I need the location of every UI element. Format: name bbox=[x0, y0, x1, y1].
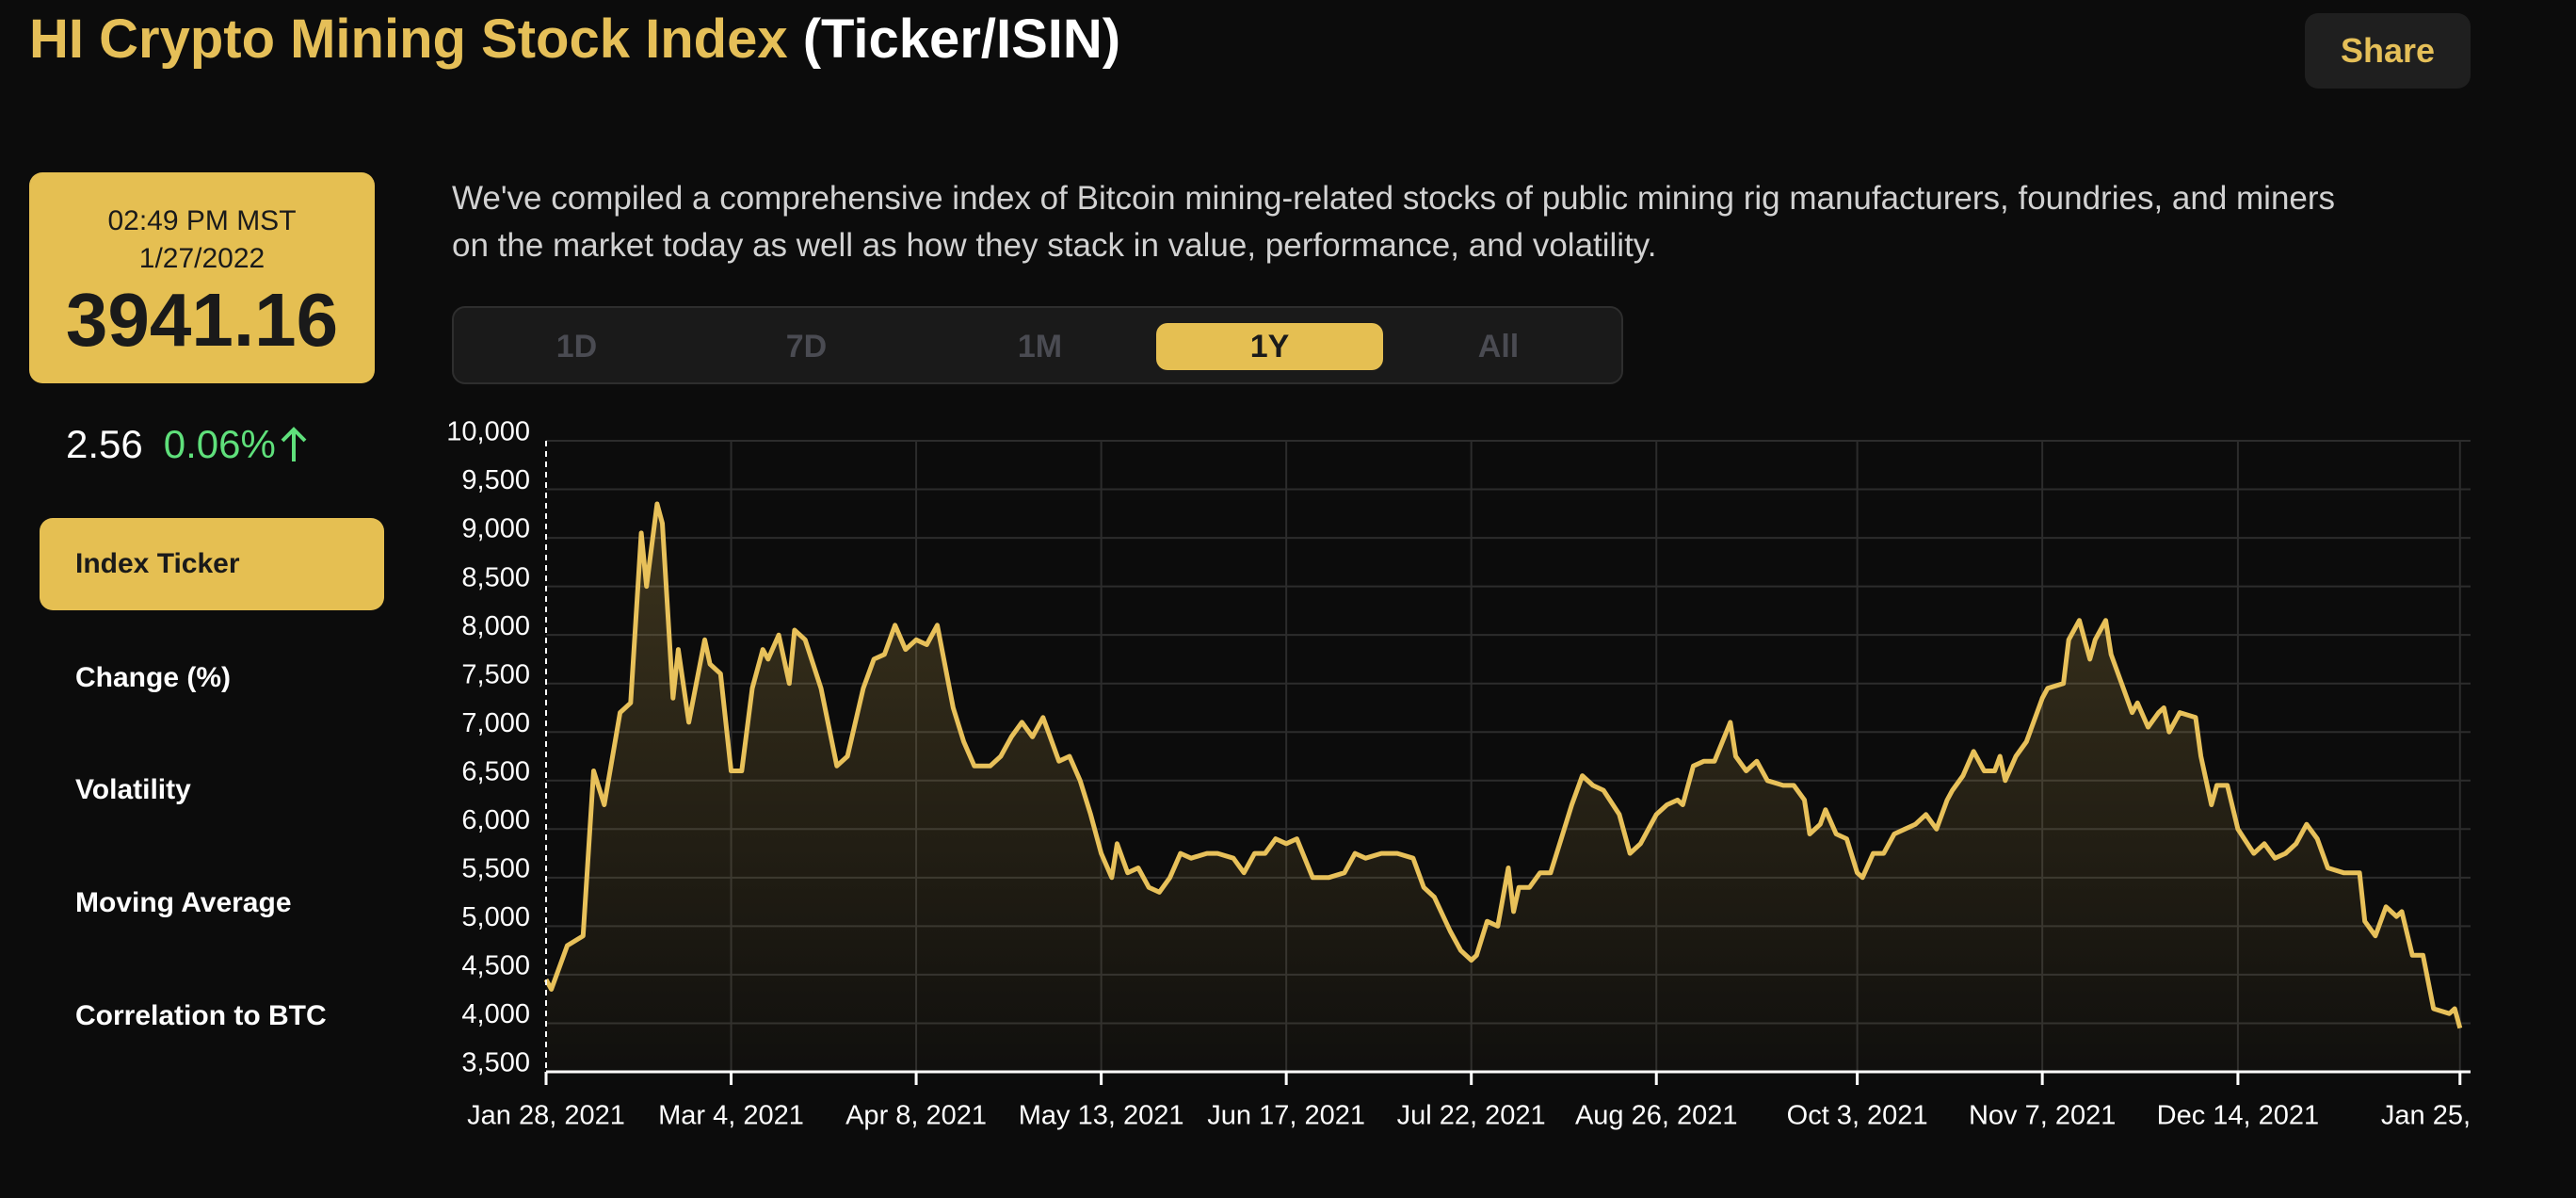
x-tick-label: Jul 22, 2021 bbox=[1397, 1101, 1546, 1131]
menu-item[interactable]: Volatility bbox=[75, 774, 191, 805]
x-tick-label: Jan 28, 2021 bbox=[467, 1101, 625, 1131]
menu-item[interactable]: Index Ticker bbox=[40, 518, 384, 610]
y-tick-label: 8,000 bbox=[461, 611, 530, 641]
description-line: We've compiled a comprehensive index of … bbox=[452, 180, 2336, 217]
y-tick-label: 4,000 bbox=[461, 999, 530, 1029]
y-tick-label: 6,500 bbox=[461, 756, 530, 786]
card-value: 3941.16 bbox=[65, 278, 339, 362]
up-arrow bbox=[281, 427, 307, 461]
y-tick-label: 9,500 bbox=[461, 465, 530, 495]
y-tick-label: 4,500 bbox=[461, 951, 530, 981]
x-tick-label: May 13, 2021 bbox=[1019, 1101, 1184, 1131]
x-tick-label: Dec 14, 2021 bbox=[2157, 1101, 2320, 1131]
y-tick-label: 6,000 bbox=[461, 805, 530, 835]
title-suffix: (Ticker/ISIN) bbox=[802, 8, 1121, 70]
description-line: on the market today as well as how they … bbox=[452, 227, 1657, 264]
card-date: 1/27/2022 bbox=[138, 243, 266, 274]
range-tabs: 1D 7D 1M 1Y All bbox=[452, 306, 1623, 384]
tab[interactable]: 1D bbox=[555, 328, 598, 364]
y-tick-label: 5,500 bbox=[461, 854, 530, 884]
y-tick-label: 8,500 bbox=[461, 562, 530, 592]
title-main: HI Crypto Mining Stock Index bbox=[29, 8, 788, 70]
change-amount: 2.56 bbox=[66, 422, 143, 466]
price-card: 02:49 PM MST 1/27/2022 3941.16 bbox=[29, 172, 375, 383]
tab[interactable]: 1M bbox=[1017, 328, 1063, 364]
x-tick-label: Jun 17, 2021 bbox=[1207, 1101, 1365, 1131]
x-tick-label: Mar 4, 2021 bbox=[658, 1101, 804, 1131]
index-line bbox=[543, 501, 2463, 1029]
tab[interactable]: All bbox=[1477, 328, 1520, 364]
y-tick-label: 9,000 bbox=[461, 514, 530, 544]
menu-item[interactable]: Correlation to BTC bbox=[75, 1000, 327, 1031]
menu-item[interactable]: Moving Average bbox=[75, 887, 292, 918]
y-tick-label: 3,500 bbox=[461, 1048, 530, 1078]
y-tick-label: 7,000 bbox=[461, 708, 530, 738]
x-tick-label: Apr 8, 2021 bbox=[845, 1101, 987, 1131]
y-tick-label: 5,000 bbox=[461, 902, 530, 932]
menu-item[interactable]: Change (%) bbox=[75, 662, 231, 693]
x-tick-label: Oct 3, 2021 bbox=[1787, 1101, 1928, 1131]
page-title: HI Crypto Mining Stock Index (Ticker/ISI… bbox=[29, 8, 1120, 71]
change-row: 2.56 0.06% bbox=[66, 422, 308, 467]
description: We've compiled a comprehensive index of … bbox=[452, 175, 2335, 269]
x-tick-label: Jan 25, 2022 bbox=[2381, 1101, 2539, 1131]
change-percent: 0.06% bbox=[163, 422, 276, 466]
chart-body: 3,500 4,000 4,500 5,000 5,500 6,000 6,500 7,000… bbox=[446, 417, 2539, 1131]
share-button[interactable]: Share bbox=[2305, 13, 2471, 89]
x-tick-label: Nov 7, 2021 bbox=[1969, 1101, 2116, 1131]
x-tick-label: Aug 26, 2021 bbox=[1575, 1101, 1738, 1131]
y-tick-label: 10,000 bbox=[446, 417, 530, 447]
card-time: 02:49 PM MST bbox=[107, 205, 297, 236]
y-tick-label: 7,500 bbox=[461, 659, 530, 689]
tab[interactable]: 7D bbox=[785, 328, 828, 364]
tab[interactable]: 1Y bbox=[1156, 323, 1383, 370]
area-fill bbox=[546, 504, 2460, 1072]
